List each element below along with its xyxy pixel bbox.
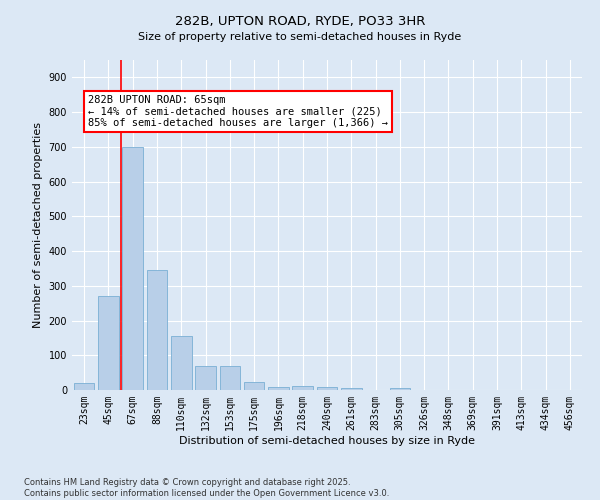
Text: 282B UPTON ROAD: 65sqm
← 14% of semi-detached houses are smaller (225)
85% of se: 282B UPTON ROAD: 65sqm ← 14% of semi-det… — [88, 94, 388, 128]
Bar — [244, 382, 265, 390]
Bar — [195, 366, 216, 390]
Bar — [74, 383, 94, 390]
Bar — [341, 388, 362, 390]
Bar — [292, 386, 313, 390]
Bar — [146, 270, 167, 390]
Bar — [220, 366, 240, 390]
Bar — [317, 386, 337, 390]
Bar — [122, 147, 143, 390]
Text: Contains HM Land Registry data © Crown copyright and database right 2025.
Contai: Contains HM Land Registry data © Crown c… — [24, 478, 389, 498]
Text: Size of property relative to semi-detached houses in Ryde: Size of property relative to semi-detach… — [139, 32, 461, 42]
Text: 282B, UPTON ROAD, RYDE, PO33 3HR: 282B, UPTON ROAD, RYDE, PO33 3HR — [175, 15, 425, 28]
X-axis label: Distribution of semi-detached houses by size in Ryde: Distribution of semi-detached houses by … — [179, 436, 475, 446]
Bar — [98, 296, 119, 390]
Bar — [171, 336, 191, 390]
Bar — [389, 388, 410, 390]
Y-axis label: Number of semi-detached properties: Number of semi-detached properties — [33, 122, 43, 328]
Bar — [268, 386, 289, 390]
